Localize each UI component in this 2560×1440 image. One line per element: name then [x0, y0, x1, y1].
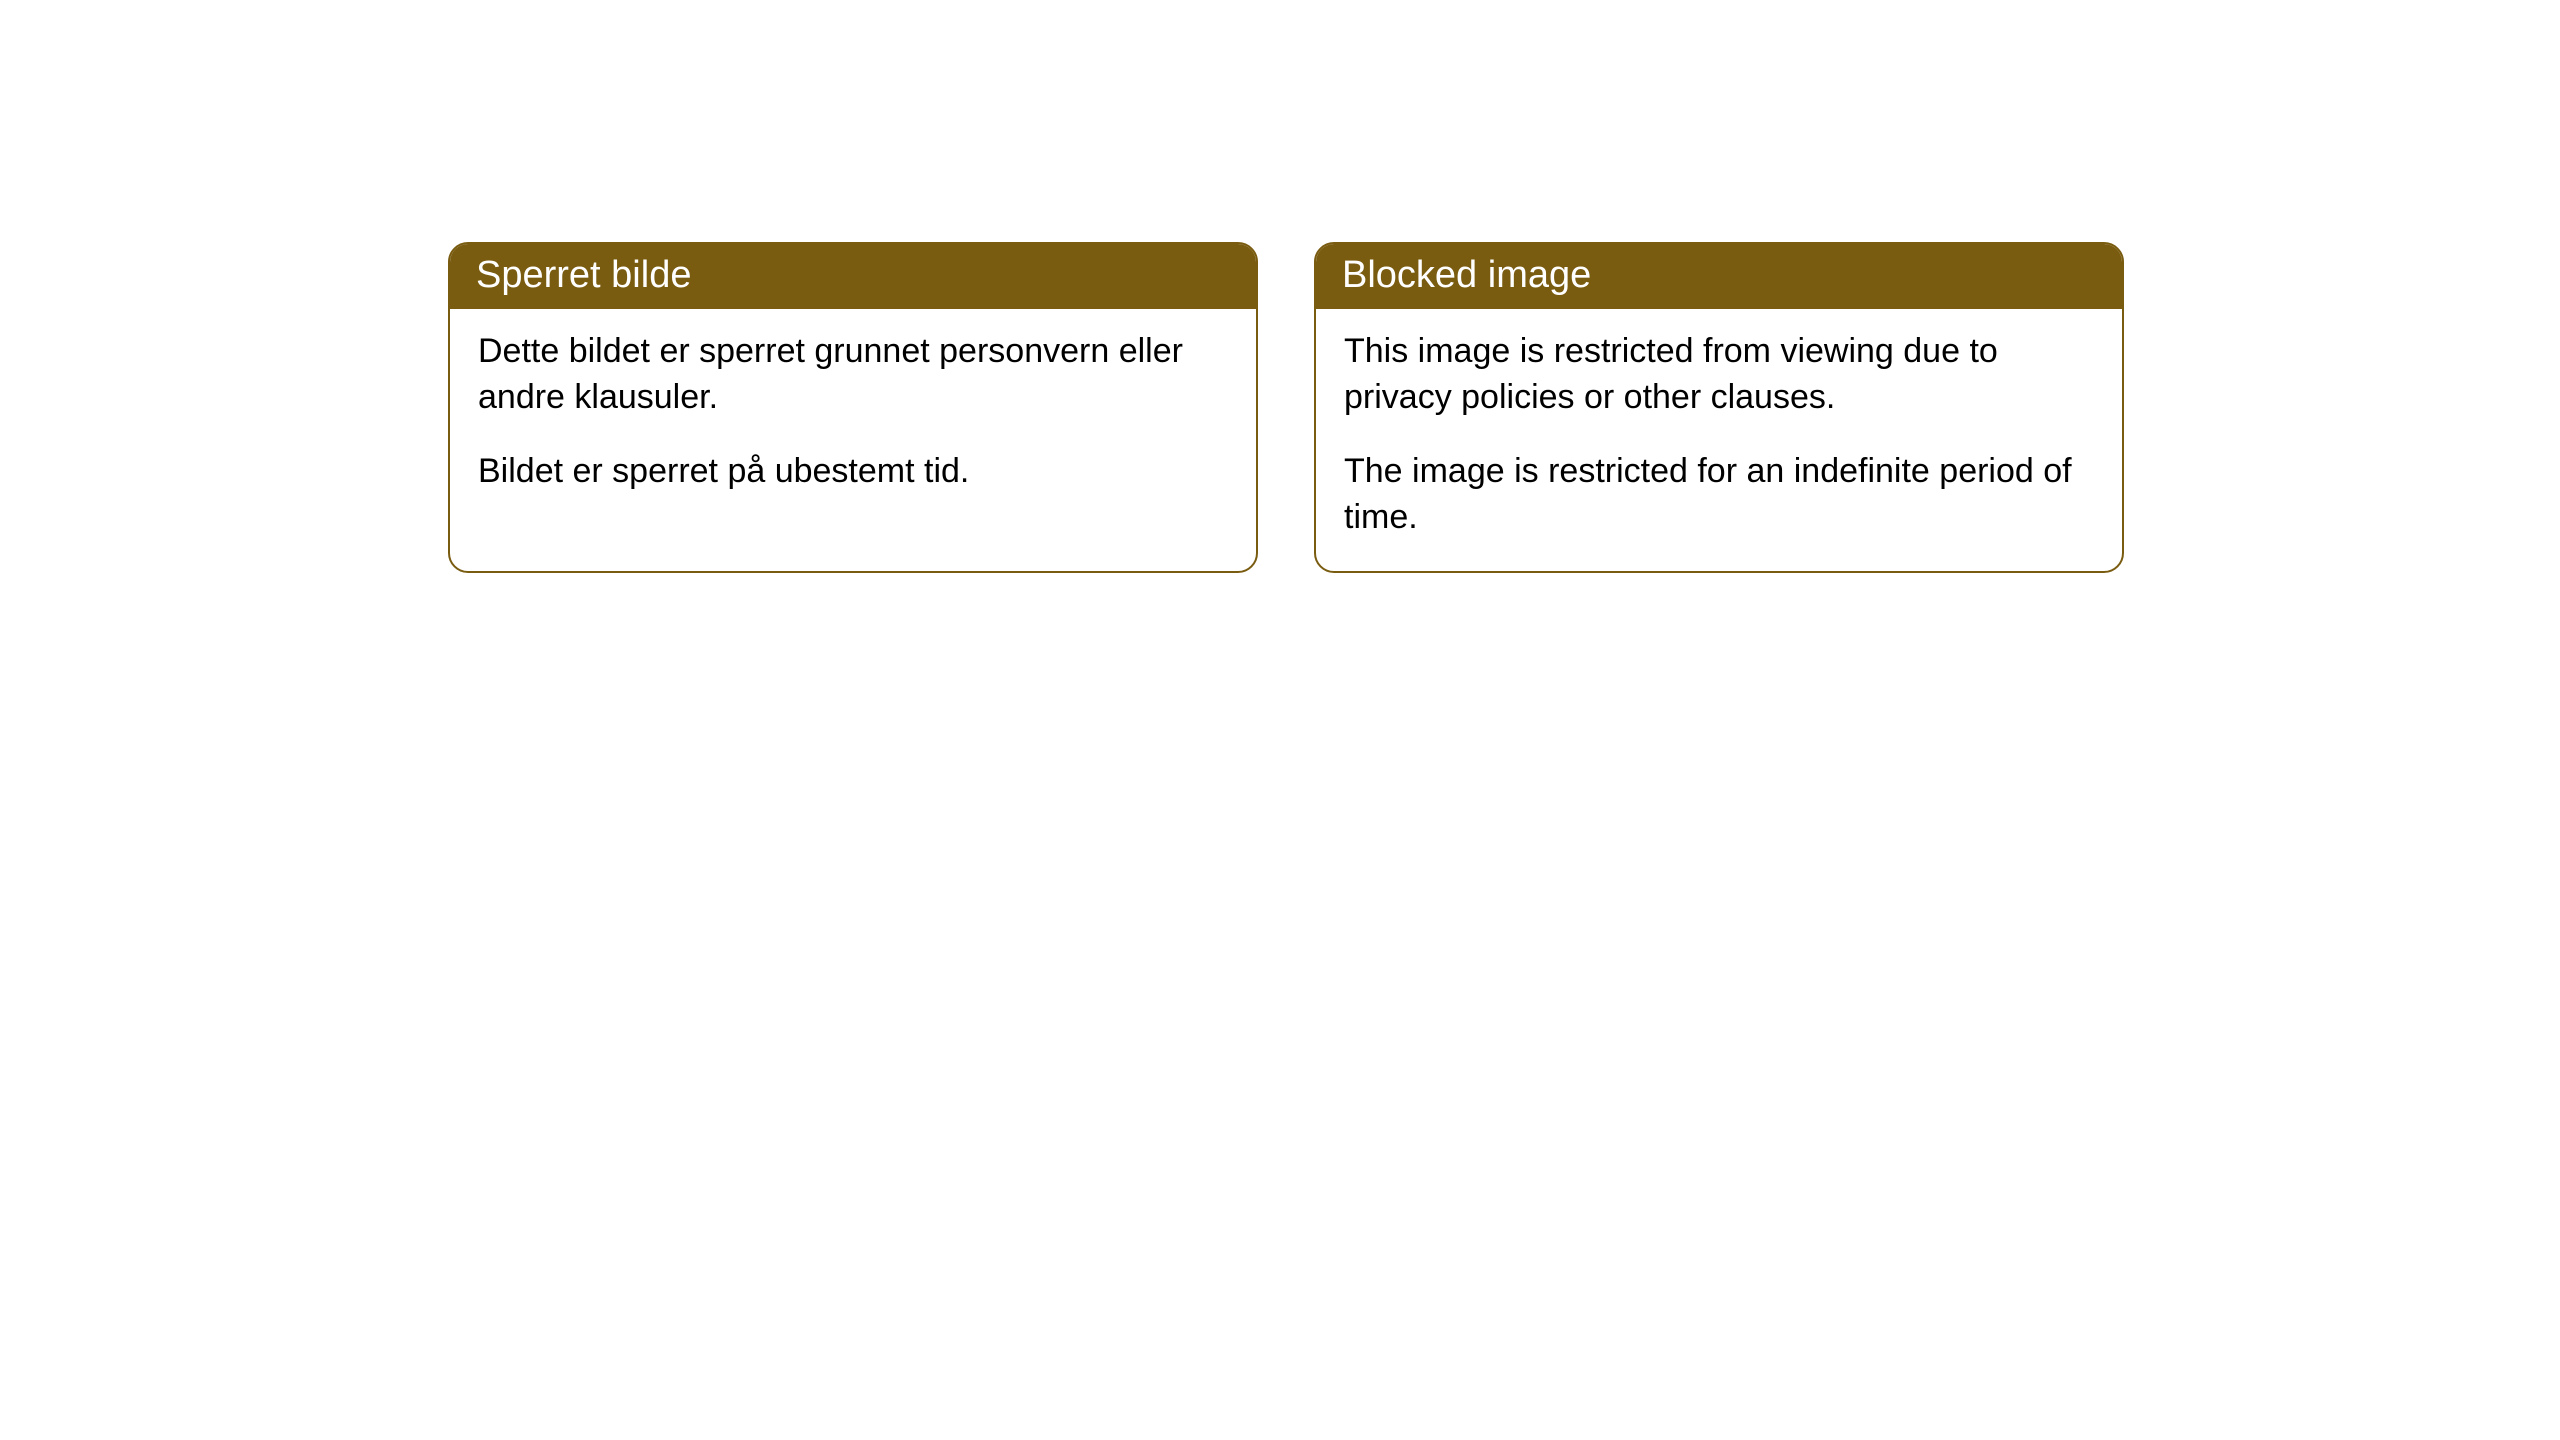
blocked-image-card-norwegian: Sperret bilde Dette bildet er sperret gr…	[448, 242, 1258, 573]
card-header-english: Blocked image	[1316, 244, 2122, 309]
notice-text-english-2: The image is restricted for an indefinit…	[1344, 449, 2094, 541]
notice-text-english-1: This image is restricted from viewing du…	[1344, 329, 2094, 421]
card-header-norwegian: Sperret bilde	[450, 244, 1256, 309]
card-body-norwegian: Dette bildet er sperret grunnet personve…	[450, 309, 1256, 525]
notice-cards-container: Sperret bilde Dette bildet er sperret gr…	[448, 242, 2124, 573]
notice-text-norwegian-2: Bildet er sperret på ubestemt tid.	[478, 449, 1228, 495]
card-body-english: This image is restricted from viewing du…	[1316, 309, 2122, 571]
blocked-image-card-english: Blocked image This image is restricted f…	[1314, 242, 2124, 573]
notice-text-norwegian-1: Dette bildet er sperret grunnet personve…	[478, 329, 1228, 421]
